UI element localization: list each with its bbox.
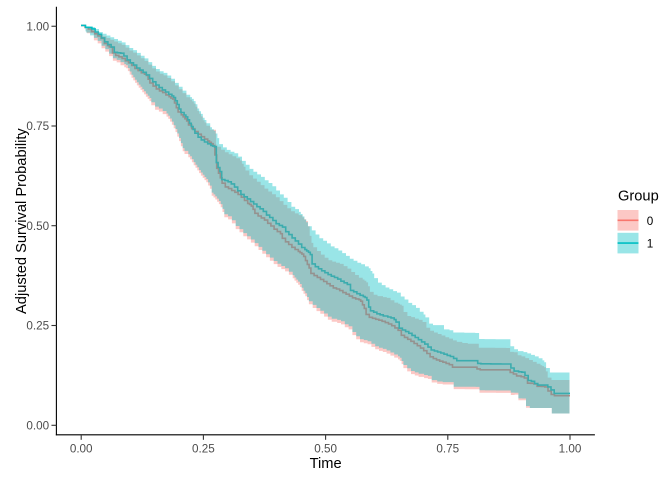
svg-text:Adjusted Survival Probability: Adjusted Survival Probability	[14, 128, 30, 314]
svg-text:0.25: 0.25	[192, 442, 215, 455]
svg-text:0.75: 0.75	[26, 120, 49, 133]
svg-text:1.00: 1.00	[26, 20, 49, 33]
svg-text:0.50: 0.50	[314, 442, 337, 455]
svg-text:0.75: 0.75	[436, 442, 459, 455]
svg-text:1: 1	[647, 238, 654, 251]
svg-text:0: 0	[647, 215, 654, 228]
svg-text:Group: Group	[618, 189, 659, 205]
svg-text:0.00: 0.00	[70, 442, 93, 455]
svg-text:Time: Time	[310, 456, 342, 472]
svg-text:0.25: 0.25	[26, 320, 49, 333]
svg-text:0.00: 0.00	[26, 420, 49, 433]
svg-text:1.00: 1.00	[559, 442, 582, 455]
svg-text:0.50: 0.50	[26, 220, 49, 233]
